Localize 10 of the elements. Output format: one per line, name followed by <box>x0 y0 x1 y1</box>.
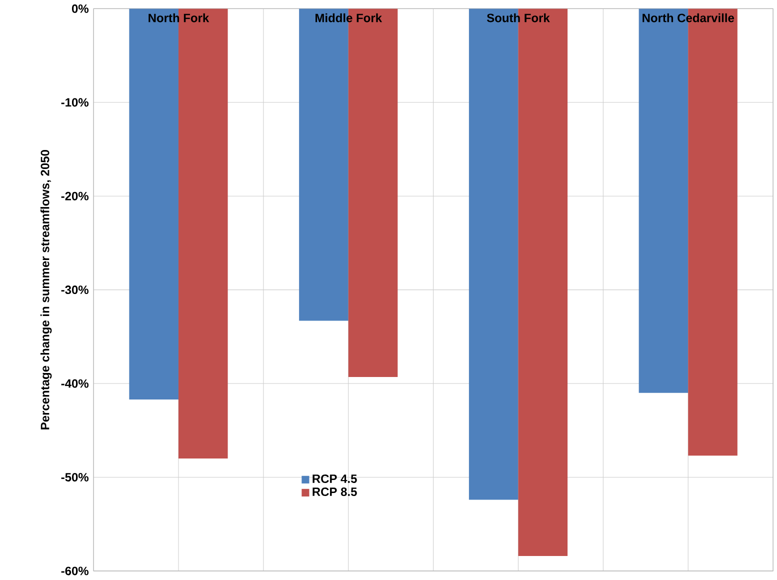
legend-label: RCP 4.5 <box>312 474 357 483</box>
legend-label: RCP 8.5 <box>312 487 357 496</box>
y-tick-label: 0% <box>72 4 89 13</box>
y-tick-label: -20% <box>61 192 89 200</box>
y-tick-label: -60% <box>61 566 89 576</box>
y-tick-label: -10% <box>61 98 89 107</box>
y-tick-label: -30% <box>61 286 89 294</box>
y-axis-title: Percentage change in summer streamflows, 2050 <box>40 150 52 430</box>
y-tick-label: -50% <box>61 472 89 482</box>
y-tick-label: -40% <box>61 379 89 388</box>
